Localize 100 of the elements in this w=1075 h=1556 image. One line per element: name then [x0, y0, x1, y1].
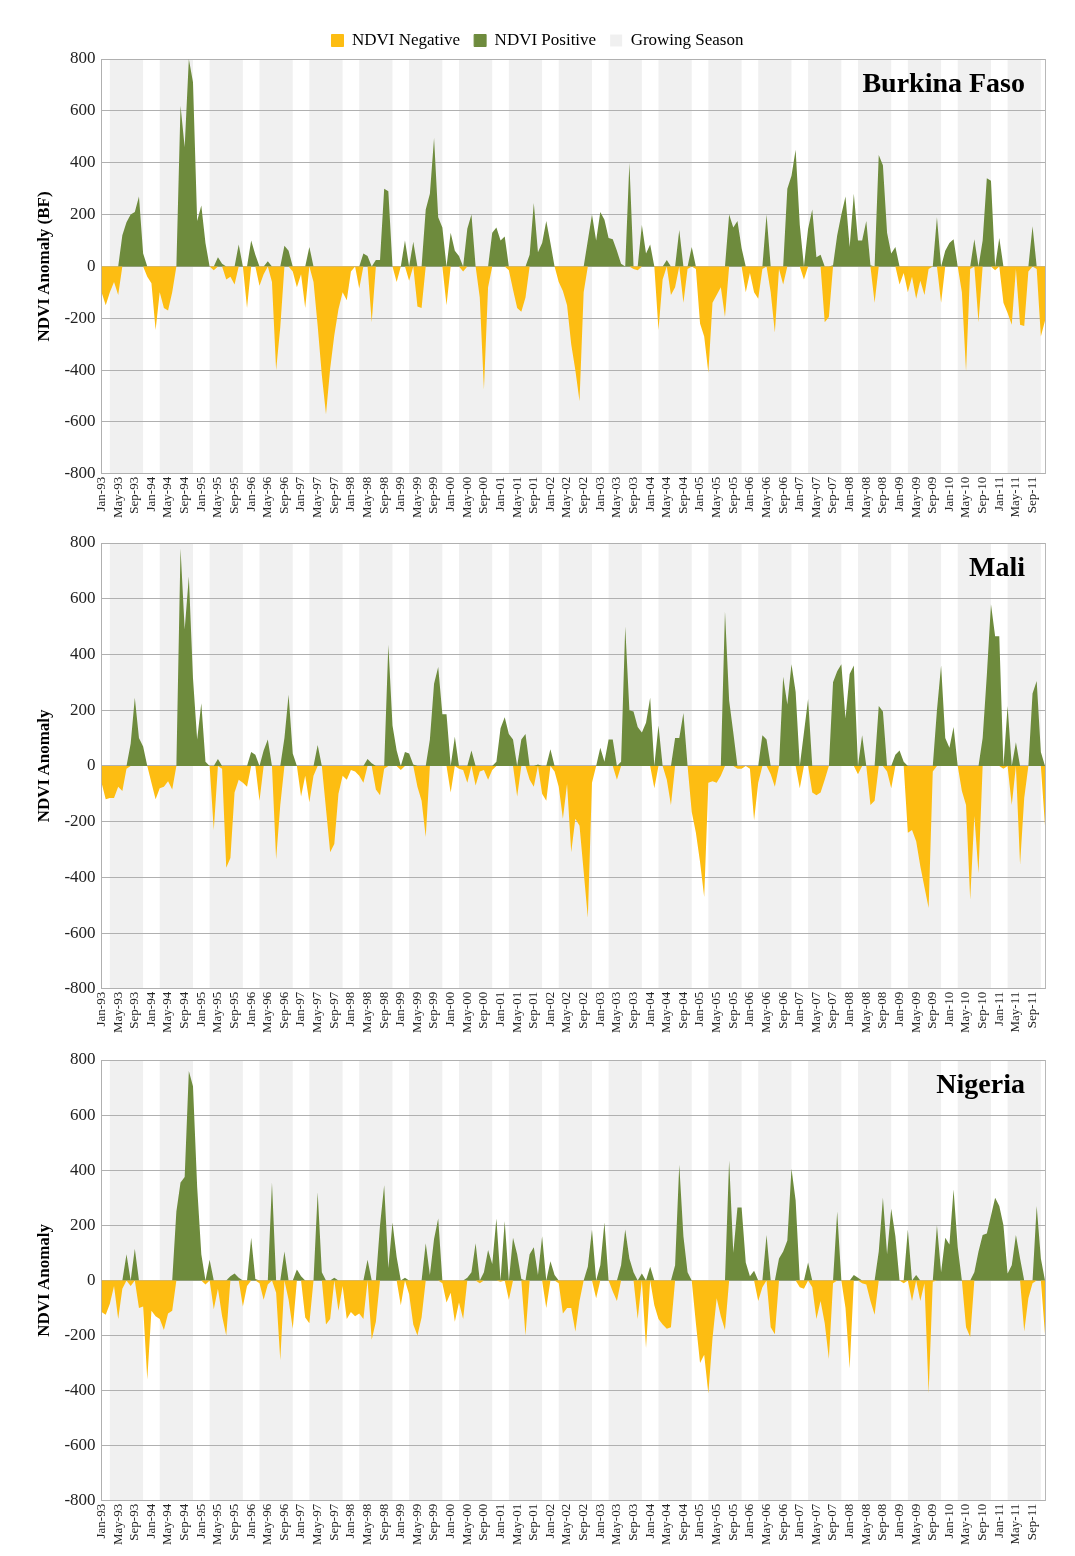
- x-tick-label: Jan-97: [292, 476, 308, 512]
- y-tick-label: -400: [64, 1380, 96, 1400]
- x-tick-label: May-09: [907, 991, 923, 1034]
- x-tick-label: May-99: [408, 1503, 424, 1546]
- x-tick-label: Sep-05: [724, 991, 740, 1029]
- x-tick-label: May-05: [708, 476, 724, 519]
- x-tick-label: May-03: [608, 991, 624, 1034]
- y-tick-label: -200: [64, 307, 96, 327]
- x-tick-label: May-96: [259, 1503, 275, 1546]
- x-tick-label: Jan-07: [791, 991, 807, 1027]
- x-tick-label: May-10: [957, 1503, 973, 1546]
- y-tick-label: 0: [87, 255, 96, 275]
- x-tick-label: Sep-00: [475, 476, 491, 514]
- x-tick-label: May-02: [558, 991, 574, 1034]
- x-tick-label: Sep-02: [575, 991, 591, 1029]
- x-tick-label: Jan-09: [890, 476, 906, 512]
- x-tick-label: May-99: [408, 991, 424, 1034]
- x-tick-label: Jan-94: [142, 1503, 158, 1539]
- x-tick-label: Jan-96: [242, 1503, 258, 1539]
- x-tick-label: Jan-00: [442, 1503, 458, 1539]
- x-tick-label: Jan-00: [442, 476, 458, 512]
- x-tick-label: Jan-11: [990, 991, 1006, 1027]
- x-tick-label: May-96: [259, 476, 275, 519]
- x-tick-label: Sep-93: [126, 1503, 142, 1541]
- x-tick-label: Jan-05: [691, 991, 707, 1027]
- chart-title: Mali: [969, 551, 1026, 583]
- x-tick-label: May-93: [109, 1503, 125, 1546]
- x-tick-label: Sep-02: [575, 1503, 591, 1541]
- x-tick-label: Jan-09: [890, 1503, 906, 1539]
- x-tick-label: Sep-96: [275, 991, 291, 1029]
- x-tick-label: May-98: [358, 1503, 374, 1546]
- x-tick-label: Sep-11: [1023, 991, 1039, 1029]
- x-tick-label: Sep-10: [974, 476, 990, 514]
- x-tick-label: Sep-04: [674, 991, 690, 1029]
- y-tick-label: 600: [70, 100, 96, 120]
- x-tick-label: Jan-98: [342, 476, 358, 512]
- x-tick-label: May-95: [209, 1503, 225, 1546]
- x-tick-label: Sep-06: [774, 1503, 790, 1541]
- x-tick-label: Jan-02: [541, 476, 557, 512]
- x-tick-label: May-08: [857, 476, 873, 519]
- x-tick-label: May-10: [957, 476, 973, 519]
- x-tick-label: Sep-11: [1023, 1503, 1039, 1541]
- x-tick-label: Sep-03: [624, 991, 640, 1029]
- x-tick-label: May-99: [408, 476, 424, 519]
- x-tick-label: Jan-01: [491, 1503, 507, 1539]
- x-tick-label: May-94: [159, 476, 175, 519]
- y-tick-label: -400: [64, 359, 96, 379]
- x-tick-label: Jan-95: [192, 1503, 208, 1539]
- x-tick-label: May-01: [508, 476, 524, 519]
- x-tick-label: Sep-00: [475, 1503, 491, 1541]
- x-tick-label: Jan-94: [142, 991, 158, 1027]
- x-tick-label: Jan-01: [491, 991, 507, 1027]
- x-tick-label: Sep-08: [874, 1503, 890, 1541]
- x-tick-label: Jan-04: [641, 991, 657, 1027]
- x-tick-label: May-07: [807, 476, 823, 519]
- x-tick-label: Sep-95: [225, 1503, 241, 1541]
- x-tick-label: Sep-05: [724, 476, 740, 514]
- y-tick-label: 200: [70, 204, 96, 224]
- x-tick-label: Jan-11: [990, 1503, 1006, 1539]
- x-tick-label: May-01: [508, 991, 524, 1034]
- y-tick-label: -200: [64, 811, 96, 831]
- x-tick-label: May-00: [458, 1503, 474, 1546]
- x-tick-label: Jan-08: [841, 476, 857, 512]
- x-tick-label: Sep-93: [126, 476, 142, 514]
- x-tick-label: Sep-98: [375, 476, 391, 514]
- x-tick-label: Jan-96: [242, 991, 258, 1027]
- y-tick-label: -800: [64, 1490, 96, 1510]
- x-tick-label: Jan-04: [641, 1503, 657, 1539]
- x-tick-label: May-11: [1007, 991, 1023, 1033]
- x-tick-label: May-03: [608, 476, 624, 519]
- x-tick-label: Sep-10: [974, 1503, 990, 1541]
- x-tick-label: Sep-94: [176, 1503, 192, 1541]
- x-tick-label: Sep-07: [824, 991, 840, 1029]
- x-tick-label: Jan-10: [940, 1503, 956, 1539]
- x-tick-label: Jan-03: [591, 1503, 607, 1539]
- x-tick-label: May-95: [209, 991, 225, 1034]
- y-axis-title: NDVI Anomaly (BF): [33, 191, 53, 342]
- x-tick-label: Jan-08: [841, 991, 857, 1027]
- x-tick-label: May-07: [807, 1503, 823, 1546]
- x-tick-label: Sep-08: [874, 991, 890, 1029]
- y-tick-label: -200: [64, 1324, 96, 1344]
- chart-title: Nigeria: [936, 1068, 1025, 1100]
- y-axis-title: NDVI Anomaly: [33, 1223, 53, 1337]
- y-tick-label: -400: [64, 866, 96, 886]
- x-tick-label: Sep-02: [575, 476, 591, 514]
- x-tick-label: May-04: [658, 991, 674, 1034]
- x-tick-label: Sep-93: [126, 991, 142, 1029]
- x-tick-label: May-06: [757, 991, 773, 1034]
- x-tick-label: Sep-07: [824, 476, 840, 514]
- x-tick-label: Sep-09: [924, 991, 940, 1029]
- y-tick-label: 800: [70, 532, 96, 552]
- x-tick-label: May-98: [358, 476, 374, 519]
- y-tick-label: 400: [70, 643, 96, 663]
- x-tick-label: Sep-03: [624, 476, 640, 514]
- x-tick-label: Sep-96: [275, 476, 291, 514]
- y-tick-label: -600: [64, 411, 96, 431]
- x-tick-label: Jan-99: [392, 476, 408, 512]
- x-tick-label: May-95: [209, 476, 225, 519]
- x-tick-label: Jan-00: [442, 991, 458, 1027]
- x-tick-label: Jan-03: [591, 991, 607, 1027]
